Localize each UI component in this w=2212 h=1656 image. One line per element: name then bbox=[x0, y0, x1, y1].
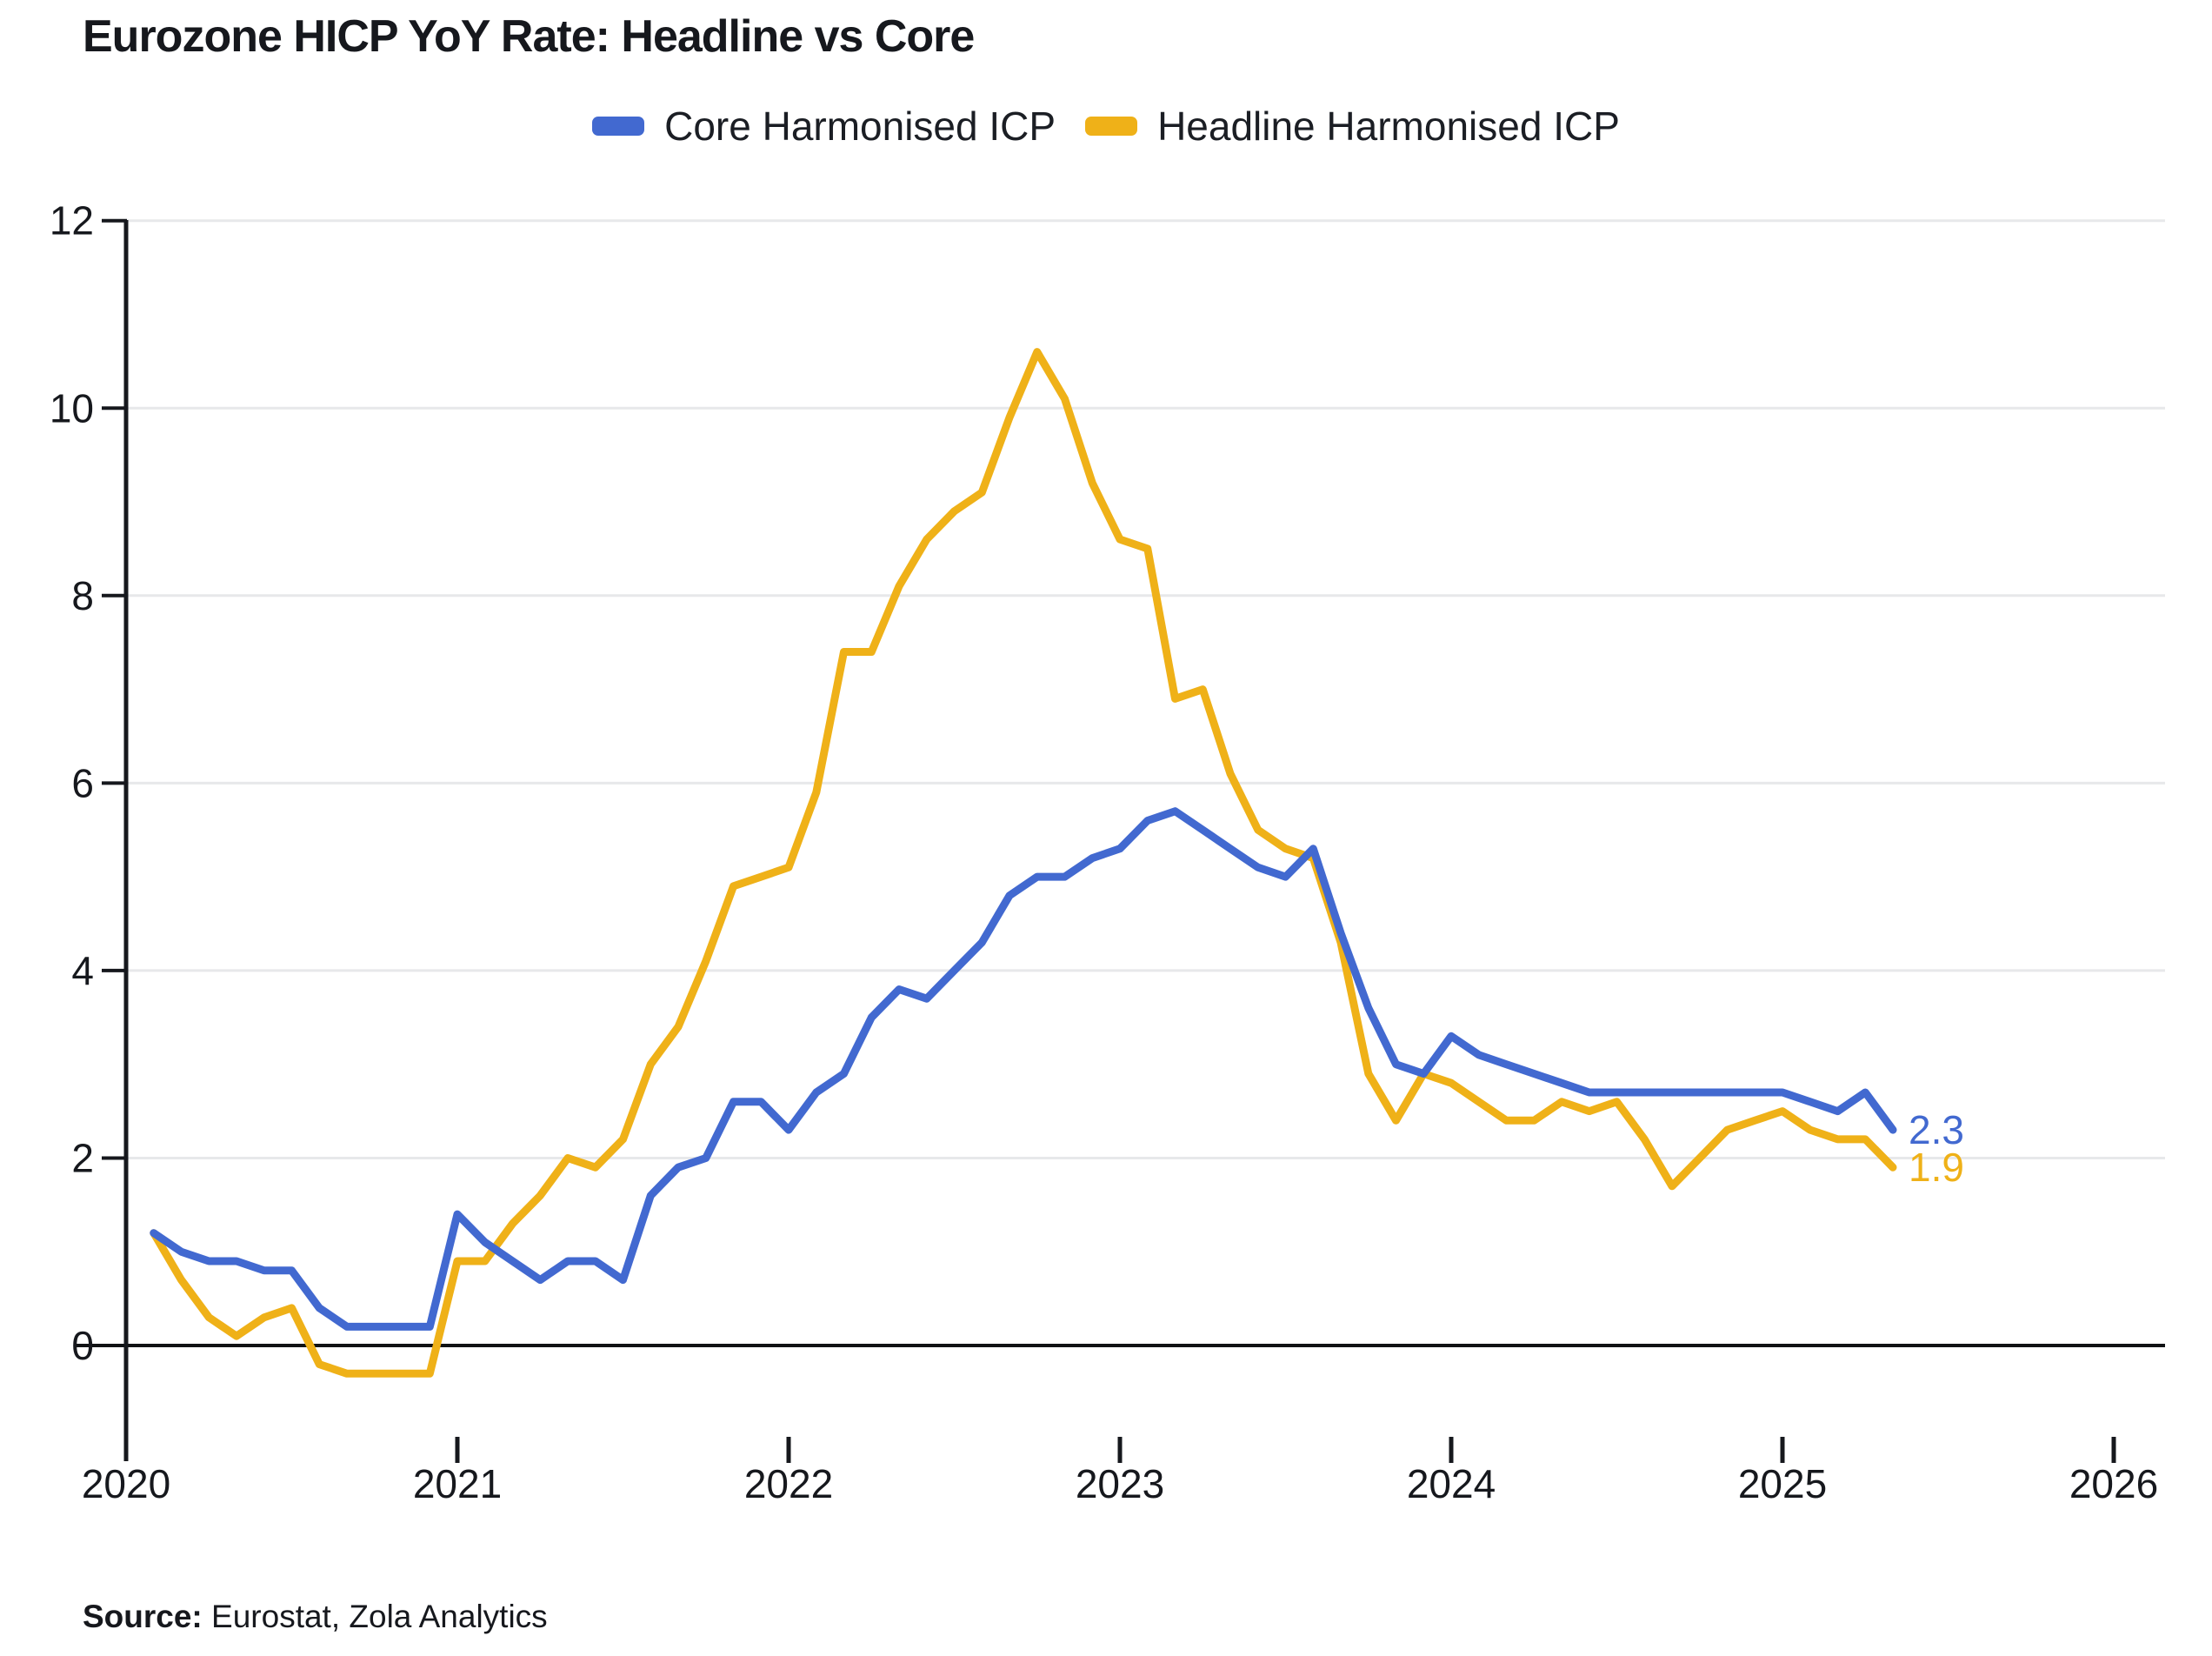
legend-label-core: Core Harmonised ICP bbox=[664, 104, 1056, 149]
series-line-headline bbox=[150, 348, 1897, 1378]
series-line-core bbox=[150, 807, 1897, 1331]
y-tick-label: 2 bbox=[71, 1135, 94, 1180]
headline-series-swatch-icon bbox=[1085, 117, 1138, 136]
legend-item-headline: Headline Harmonised ICP bbox=[1085, 103, 1620, 150]
y-tick-label: 12 bbox=[50, 198, 94, 244]
end-label-core: 2.3 bbox=[1909, 1107, 1964, 1152]
y-tick-label: 6 bbox=[71, 760, 94, 805]
y-tick-label: 4 bbox=[71, 948, 94, 993]
legend-label-headline: Headline Harmonised ICP bbox=[1157, 104, 1620, 149]
end-label-headline: 1.9 bbox=[1909, 1145, 1964, 1190]
x-tick-label: 2022 bbox=[744, 1461, 833, 1506]
x-tick-label: 2023 bbox=[1076, 1461, 1164, 1506]
legend: Core Harmonised ICP Headline Harmonised … bbox=[0, 103, 2212, 150]
x-tick-label: 2024 bbox=[1407, 1461, 1496, 1506]
y-tick-label: 0 bbox=[71, 1323, 94, 1368]
x-tick-label: 2020 bbox=[82, 1461, 170, 1506]
source-note: Source: Eurostat, Zola Analytics bbox=[83, 1599, 548, 1635]
source-label: Source: bbox=[83, 1599, 203, 1634]
x-tick-label: 2025 bbox=[1738, 1461, 1827, 1506]
y-tick-label: 10 bbox=[50, 385, 94, 431]
core-series-swatch-icon bbox=[592, 117, 645, 136]
y-tick-label: 8 bbox=[71, 573, 94, 618]
x-tick-label: 2021 bbox=[413, 1461, 502, 1506]
source-text: Eurostat, Zola Analytics bbox=[202, 1599, 548, 1634]
x-tick-label: 2026 bbox=[2069, 1461, 2158, 1506]
chart-title: Eurozone HICP YoY Rate: Headline vs Core bbox=[83, 11, 975, 62]
legend-item-core: Core Harmonised ICP bbox=[592, 103, 1056, 150]
